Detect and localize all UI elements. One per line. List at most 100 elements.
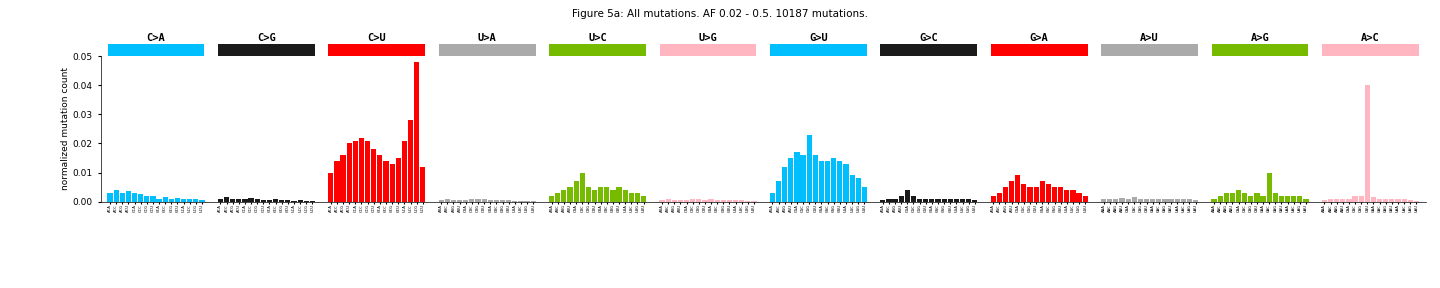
Bar: [347, 143, 351, 202]
Bar: [929, 199, 935, 202]
Bar: [598, 187, 603, 202]
Bar: [193, 199, 199, 202]
Bar: [942, 199, 946, 202]
Bar: [953, 199, 959, 202]
Bar: [1070, 190, 1076, 202]
Bar: [310, 201, 315, 202]
Bar: [1352, 196, 1358, 202]
Bar: [150, 196, 156, 202]
Bar: [1371, 197, 1377, 202]
Bar: [372, 149, 376, 202]
Bar: [936, 199, 940, 202]
Bar: [912, 196, 916, 202]
Bar: [402, 141, 408, 202]
Bar: [279, 200, 284, 202]
Bar: [1260, 196, 1266, 202]
Bar: [1077, 193, 1081, 202]
Bar: [1064, 190, 1070, 202]
Bar: [1230, 193, 1236, 202]
Bar: [1045, 184, 1051, 202]
Bar: [285, 200, 291, 202]
Bar: [887, 199, 891, 202]
Bar: [960, 199, 965, 202]
Bar: [1333, 199, 1339, 202]
Bar: [899, 196, 904, 202]
Bar: [1322, 44, 1418, 56]
Bar: [996, 193, 1002, 202]
Bar: [629, 193, 634, 202]
Bar: [622, 190, 628, 202]
Bar: [549, 44, 647, 56]
Bar: [132, 193, 137, 202]
Bar: [1083, 196, 1087, 202]
Bar: [1034, 187, 1038, 202]
Bar: [1341, 199, 1345, 202]
Bar: [1218, 196, 1223, 202]
Bar: [157, 199, 161, 202]
Bar: [770, 193, 775, 202]
Bar: [464, 200, 468, 202]
Bar: [776, 181, 780, 202]
Bar: [1303, 199, 1309, 202]
Bar: [125, 192, 131, 202]
Bar: [249, 198, 253, 202]
Bar: [334, 161, 340, 202]
Bar: [573, 181, 579, 202]
Bar: [831, 158, 837, 202]
Text: A>C: A>C: [1361, 33, 1380, 43]
Bar: [1401, 199, 1407, 202]
Bar: [266, 200, 272, 202]
Text: A>G: A>G: [1250, 33, 1270, 43]
Bar: [340, 155, 346, 202]
Bar: [415, 62, 419, 202]
Bar: [703, 200, 707, 202]
Y-axis label: normalized mutation count: normalized mutation count: [60, 67, 69, 190]
Bar: [1192, 200, 1198, 202]
Bar: [144, 196, 150, 202]
Bar: [1408, 200, 1413, 202]
Text: A>U: A>U: [1140, 33, 1159, 43]
Text: C>G: C>G: [256, 33, 276, 43]
Bar: [991, 196, 996, 202]
Bar: [138, 194, 143, 202]
Bar: [1058, 187, 1063, 202]
Bar: [880, 200, 886, 202]
Bar: [225, 197, 229, 202]
Bar: [586, 187, 590, 202]
Bar: [500, 200, 505, 202]
Bar: [451, 200, 456, 202]
Bar: [518, 201, 524, 202]
Bar: [660, 200, 665, 202]
Bar: [1021, 184, 1027, 202]
Bar: [1132, 197, 1136, 202]
Bar: [439, 44, 536, 56]
Text: C>U: C>U: [367, 33, 386, 43]
Bar: [304, 201, 308, 202]
Bar: [1119, 198, 1125, 202]
Bar: [390, 164, 395, 202]
Text: Figure 5a: All mutations. AF 0.02 - 0.5. 10187 mutations.: Figure 5a: All mutations. AF 0.02 - 0.5.…: [572, 9, 868, 19]
Bar: [488, 200, 492, 202]
Bar: [837, 161, 842, 202]
Bar: [690, 199, 696, 202]
Bar: [494, 200, 500, 202]
Bar: [120, 193, 125, 202]
Bar: [524, 201, 530, 202]
Bar: [328, 44, 425, 56]
Bar: [217, 44, 315, 56]
Bar: [408, 120, 413, 202]
Text: G>U: G>U: [809, 33, 828, 43]
Bar: [917, 199, 922, 202]
Bar: [396, 158, 400, 202]
Bar: [678, 200, 683, 202]
Bar: [377, 155, 383, 202]
Bar: [1027, 187, 1032, 202]
Bar: [1015, 175, 1021, 202]
Bar: [236, 199, 242, 202]
Bar: [1040, 181, 1045, 202]
Bar: [746, 201, 750, 202]
Bar: [1292, 196, 1296, 202]
Bar: [696, 199, 701, 202]
Text: G>C: G>C: [919, 33, 939, 43]
Bar: [1102, 44, 1198, 56]
